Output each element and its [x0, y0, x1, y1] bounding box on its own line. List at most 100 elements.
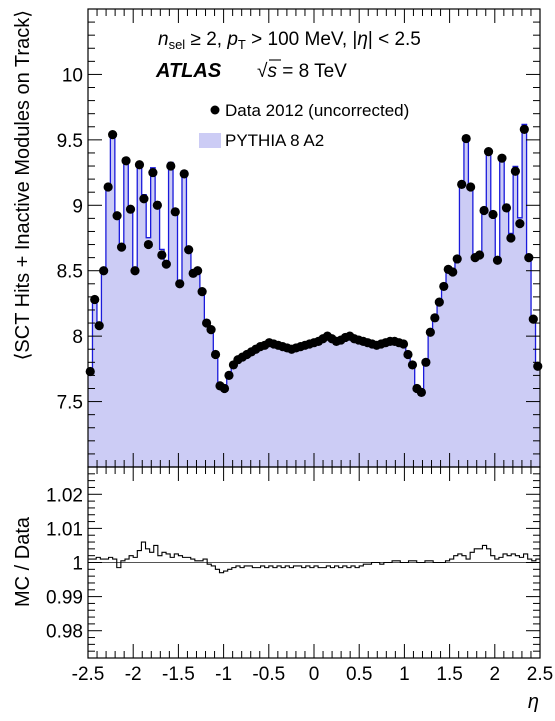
ratio-y-tick-label: 0.99 [46, 588, 83, 609]
x-axis-title: η [528, 691, 539, 713]
energy-label: √s = 8 TeV [257, 61, 347, 82]
y-tick-label: 8 [72, 327, 83, 348]
x-tick-label: 1.5 [436, 664, 462, 685]
x-tick-label: 2 [490, 664, 501, 685]
main-axis-ticks [87, 8, 541, 468]
data-point [206, 325, 216, 335]
data-point [524, 253, 534, 263]
legend-data-marker [210, 105, 220, 115]
data-point [175, 279, 185, 289]
data-point [152, 200, 162, 210]
data-point [501, 203, 512, 213]
data-point [130, 266, 140, 276]
data-point [457, 179, 467, 189]
data-point [134, 160, 145, 170]
ratio-step-line [88, 541, 540, 574]
data-point [398, 339, 409, 349]
x-tick-labels: -2.5 -2 -1.5 -1 -0.5 0 0.5 1 1.5 2 2.5 [72, 664, 554, 685]
legend: Data 2012 (uncorrected) PYTHIA 8 A2 [199, 101, 409, 150]
y-tick-label: 9 [72, 196, 83, 217]
data-point [85, 366, 95, 377]
ratio-y-tick-label: 1.02 [46, 485, 83, 506]
data-point [510, 166, 520, 176]
data-point [448, 267, 458, 277]
data-point [403, 349, 413, 360]
data-point [103, 182, 113, 192]
data-point [452, 254, 462, 264]
ratio-y-axis-title: MC / Data [12, 516, 34, 607]
y-tick-label: 8.5 [57, 262, 83, 283]
data-point [157, 250, 167, 260]
ratio-panel: 0.98 0.99 1 1.01 1.02 -2.5 -2 -1.5 -1 -0.5 0 0.5 1 1… [12, 466, 554, 713]
data-point [466, 182, 476, 192]
ratio-y-tick-label: 1.01 [46, 519, 83, 540]
pythia-histogram-fill [88, 124, 540, 468]
data-point [94, 321, 104, 331]
data-point [170, 207, 180, 217]
data-point [139, 194, 149, 204]
main-panel: 7.5 8 8.5 9 9.5 10 nsel ≥ 2, pT > 100 MeV, |η… [12, 8, 543, 468]
data-point [121, 156, 131, 166]
ratio-y-tick-label: 1 [72, 554, 83, 575]
x-tick-label: -0.5 [252, 664, 285, 685]
data-point [90, 294, 100, 305]
data-point [125, 204, 136, 214]
atlas-label: ATLAS [155, 60, 222, 82]
x-tick-label: 1 [399, 664, 410, 685]
data-point [528, 314, 538, 324]
data-point [434, 297, 444, 307]
data-point [515, 219, 525, 229]
x-tick-label: 0.5 [346, 664, 372, 685]
data-point [474, 250, 485, 260]
data-point [179, 169, 189, 179]
y-tick-label: 7.5 [57, 393, 83, 414]
data-point [108, 130, 118, 140]
data-point [407, 360, 418, 370]
data-point [461, 133, 471, 144]
y-tick-label: 9.5 [57, 131, 83, 152]
data-point [201, 318, 212, 328]
x-tick-label: 0 [309, 664, 320, 685]
data-point [219, 383, 230, 394]
data-points [85, 124, 543, 398]
data-point [519, 124, 529, 134]
data-point [193, 266, 203, 276]
data-point [416, 387, 427, 398]
data-point [161, 259, 171, 269]
data-point [425, 327, 435, 337]
data-point [488, 209, 498, 220]
data-point [148, 167, 158, 178]
data-point [506, 233, 516, 243]
data-point [483, 147, 494, 157]
ratio-y-tick-labels: 0.98 0.99 1 1.01 1.02 [46, 485, 83, 642]
data-point [99, 266, 109, 276]
main-y-tick-labels: 7.5 8 8.5 9 9.5 10 [57, 65, 83, 413]
selection-annotation: nsel ≥ 2, pT > 100 MeV, |η| < 2.5 [158, 29, 421, 52]
ratio-y-tick-label: 0.98 [46, 622, 83, 643]
data-point [210, 349, 221, 360]
data-point [439, 281, 449, 292]
x-tick-label: -1.5 [162, 664, 195, 685]
legend-mc-label: PYTHIA 8 A2 [225, 131, 324, 150]
data-point [421, 357, 431, 367]
data-point [166, 161, 176, 171]
data-point [533, 361, 543, 371]
data-point [197, 287, 207, 297]
data-point [224, 370, 234, 380]
legend-data-label: Data 2012 (uncorrected) [225, 101, 409, 120]
data-point [116, 242, 127, 252]
data-point [497, 153, 507, 163]
x-tick-label: -2.5 [72, 664, 105, 685]
x-tick-label: 2.5 [527, 664, 553, 685]
y-tick-label: 10 [62, 65, 83, 86]
data-point [492, 255, 503, 265]
ratio-axis-ticks [87, 466, 541, 659]
data-point [430, 313, 440, 323]
data-point [112, 211, 122, 221]
x-tick-label: -1 [215, 664, 232, 685]
x-tick-label: -2 [125, 664, 142, 685]
data-point [479, 205, 489, 216]
data-point [184, 245, 194, 255]
main-y-axis-title: ⟨SCT Hits + Inactive Modules on Track⟩ [12, 10, 34, 360]
